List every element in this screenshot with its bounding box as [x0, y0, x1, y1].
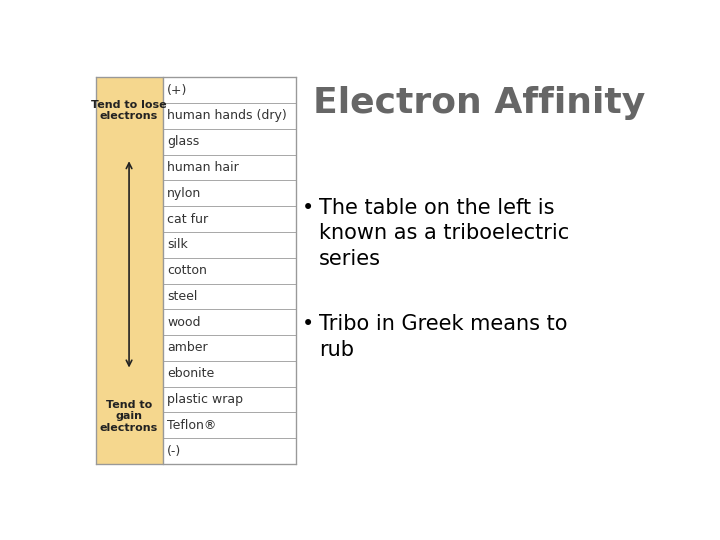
Text: Electron Affinity: Electron Affinity	[313, 85, 645, 119]
Text: wood: wood	[167, 316, 200, 329]
Text: cotton: cotton	[167, 264, 207, 277]
Text: •: •	[302, 314, 315, 334]
Text: Tend to lose
electrons: Tend to lose electrons	[91, 100, 167, 122]
Bar	[163, 77, 297, 464]
Text: (-): (-)	[167, 444, 181, 457]
Text: The table on the left is
known as a triboelectric
series: The table on the left is known as a trib…	[319, 198, 569, 269]
Text: cat fur: cat fur	[167, 213, 208, 226]
Text: Teflon®: Teflon®	[167, 419, 217, 432]
Text: steel: steel	[167, 290, 197, 303]
Text: human hands (dry): human hands (dry)	[167, 110, 287, 123]
Bar	[96, 77, 163, 464]
Text: Tend to
gain
electrons: Tend to gain electrons	[100, 400, 158, 433]
Text: silk: silk	[167, 238, 188, 251]
Text: human hair: human hair	[167, 161, 239, 174]
Text: Tribo in Greek means to
rub: Tribo in Greek means to rub	[319, 314, 567, 360]
Text: nylon: nylon	[167, 187, 202, 200]
Text: ebonite: ebonite	[167, 367, 215, 380]
Text: plastic wrap: plastic wrap	[167, 393, 243, 406]
Text: glass: glass	[167, 135, 199, 148]
Text: •: •	[302, 198, 315, 218]
Text: amber: amber	[167, 341, 207, 354]
Text: (+): (+)	[167, 84, 187, 97]
